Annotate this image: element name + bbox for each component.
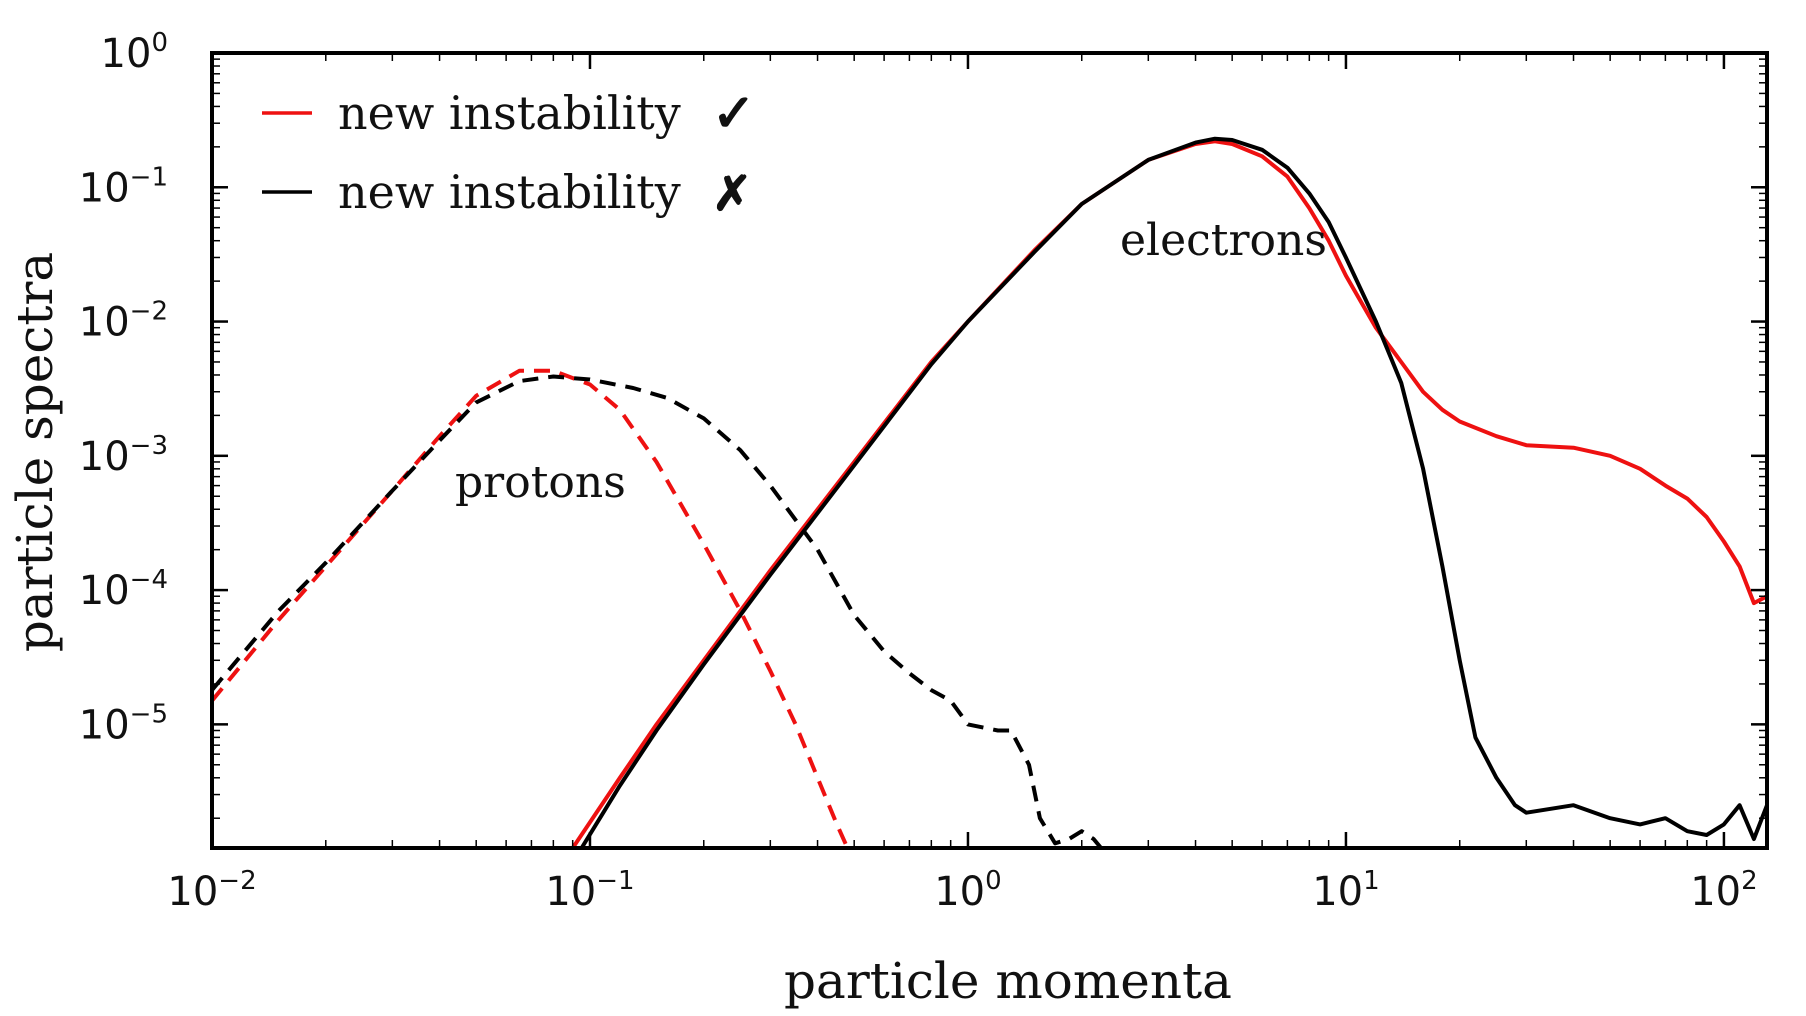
legend-label-black: new instability [338,165,681,219]
cross-icon: ✗ [712,166,752,222]
y-tick-label: 10−4 [79,565,168,614]
series-line-protons-with [212,368,850,848]
tick-layer [210,51,1767,848]
x-tick-label: 10−1 [545,866,634,915]
y-tick-label: 10−2 [79,297,168,346]
x-tick-label: 101 [1312,866,1379,915]
x-tick-label: 102 [1690,866,1757,915]
y-tick-label: 100 [101,28,168,77]
label-layer: 10−2 10−1 100 101 102 10−5 10−4 10−3 10−2 10−1 100 [79,28,1758,915]
y-tick-label: 10−3 [79,431,168,480]
legend: new instability ✓ new instability ✗ [262,83,756,222]
x-tick-label: 10−2 [167,866,256,915]
x-tick-label: 100 [934,866,1001,915]
legend-label-red: new instability [338,86,681,140]
series-line-protons-without [212,374,1103,848]
y-axis-title: particle spectra [6,252,64,652]
annotation-protons: protons [455,457,626,508]
x-axis-title: particle momenta [784,952,1232,1010]
plot-frame [210,51,1769,850]
annotation-electrons: electrons [1120,215,1327,266]
y-tick-label: 10−5 [79,699,168,748]
series-line-electrons-without [579,136,1767,848]
series-layer [212,136,1767,848]
check-icon: ✓ [712,83,756,144]
y-tick-label: 10−1 [79,162,168,211]
